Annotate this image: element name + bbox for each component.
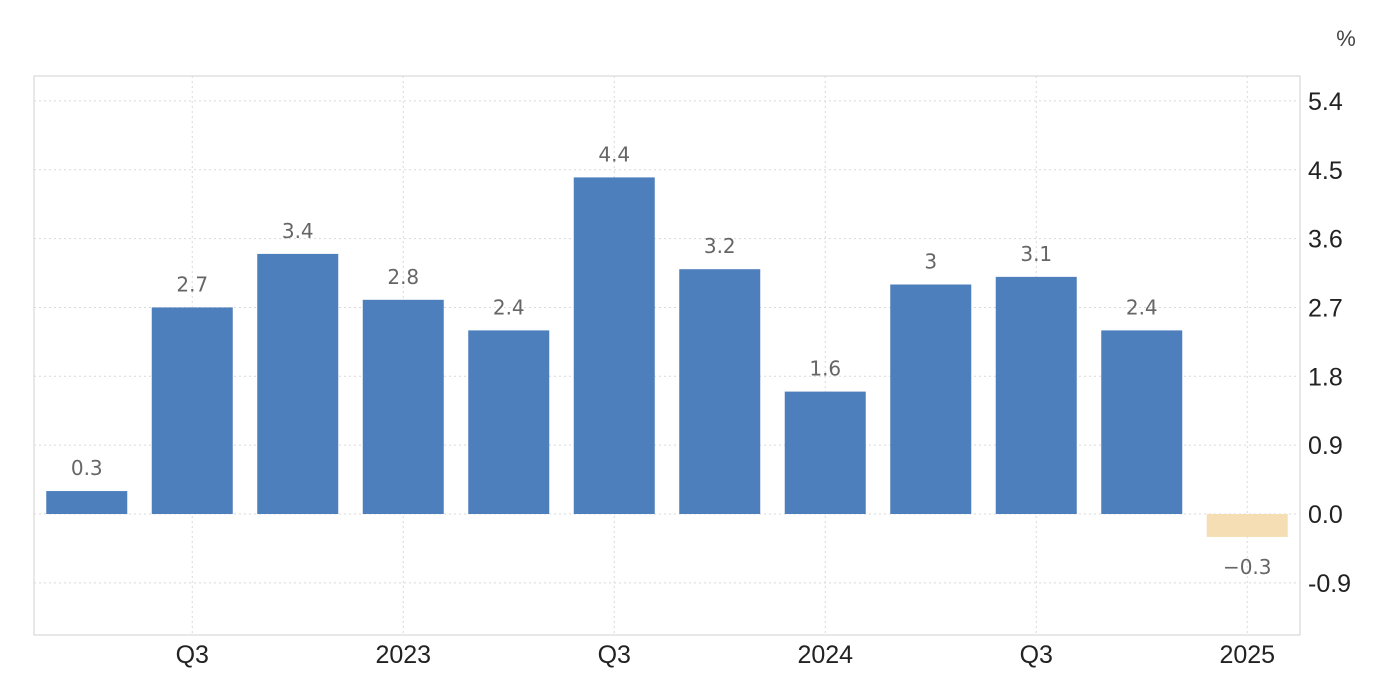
unit-label: % [1336, 26, 1356, 51]
data-label: 2.4 [493, 295, 525, 319]
x-tick-label: Q3 [1020, 641, 1053, 669]
bar-2022-q3 [151, 307, 233, 514]
y-axis: 5.4 4.5 3.6 2.7 1.8 0.9 0.0 -0.9 [1308, 88, 1351, 598]
data-label: −0.3 [1223, 555, 1272, 579]
y-tick-label: 5.4 [1308, 88, 1343, 116]
bar-2023-q1 [362, 299, 444, 514]
y-tick-label: 0.0 [1308, 501, 1343, 529]
y-tick-label: 3.6 [1308, 226, 1343, 254]
data-label: 3.2 [704, 234, 736, 258]
data-label: 2.7 [176, 272, 208, 296]
data-label: 3.4 [282, 219, 314, 243]
x-tick-label: Q3 [176, 641, 209, 669]
bar-2025-q1 [1206, 514, 1288, 537]
data-label: 3.1 [1020, 242, 1052, 266]
x-axis: Q3 2023 Q3 2024 Q3 2025 [176, 641, 1275, 669]
bar-2022-q4 [257, 253, 339, 514]
bar-2023-q4 [679, 269, 761, 514]
y-tick-label: -0.9 [1308, 570, 1351, 598]
plot-area-border [33, 75, 1301, 636]
y-tick-label: 2.7 [1308, 294, 1343, 322]
bar-2024-q1 [784, 391, 866, 514]
y-tick-label: 1.8 [1308, 363, 1343, 391]
bars [46, 177, 1288, 537]
y-tick-label: 4.5 [1308, 157, 1343, 185]
grid [33, 75, 1301, 636]
x-tick-label: 2023 [375, 641, 431, 669]
y-tick-label: 0.9 [1308, 432, 1343, 460]
data-label: 3 [924, 250, 937, 274]
data-label: 4.4 [598, 142, 630, 166]
bar-2022-q2 [46, 491, 128, 514]
bar-2024-q2 [890, 284, 972, 514]
bar-2023-q3 [573, 177, 655, 514]
x-tick-label: 2025 [1219, 641, 1275, 669]
data-label: 2.8 [387, 265, 419, 289]
x-tick-label: Q3 [598, 641, 631, 669]
data-label: 1.6 [809, 357, 841, 381]
bar-2023-q2 [468, 330, 550, 514]
x-tick-label: 2024 [797, 641, 853, 669]
data-label: 0.3 [71, 456, 103, 480]
data-label: 2.4 [1126, 295, 1158, 319]
bar-2024-q4 [1101, 330, 1183, 514]
data-labels: 0.3 2.7 3.4 2.8 2.4 4.4 3.2 1.6 3 3.1 2.4 −0.3 [71, 142, 1272, 579]
bar-2024-q3 [995, 276, 1077, 514]
